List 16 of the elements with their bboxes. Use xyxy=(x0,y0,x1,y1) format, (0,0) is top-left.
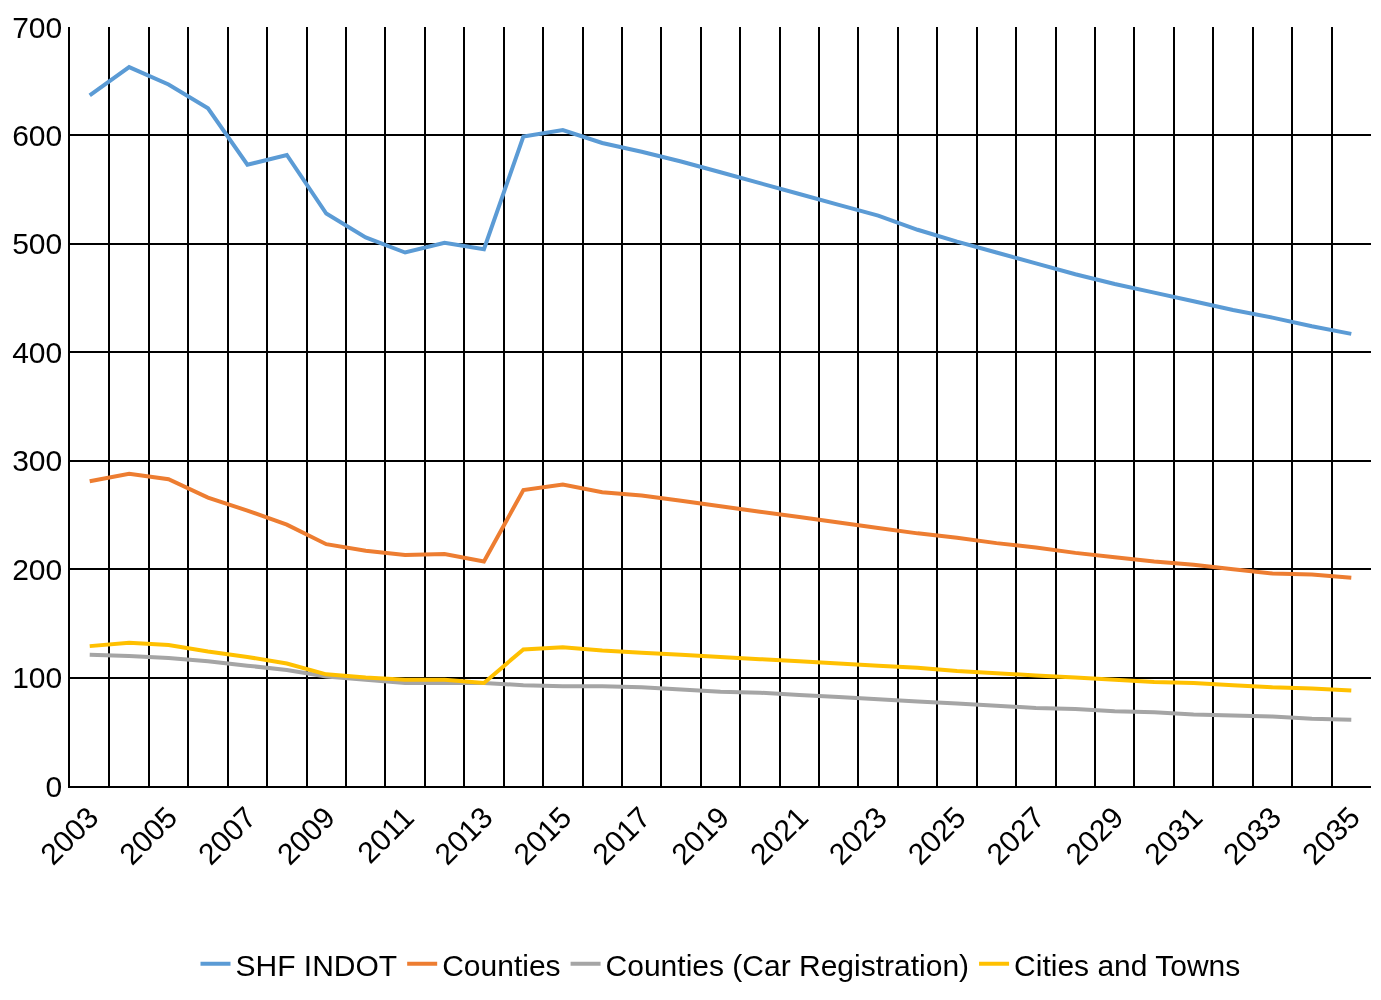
line-series xyxy=(87,65,1354,336)
y-tick-label: 100 xyxy=(12,661,63,695)
legend-label: SHF INDOT xyxy=(235,948,398,982)
line-series xyxy=(87,640,1354,693)
y-tick-label: 500 xyxy=(12,227,63,261)
legend-label: Counties xyxy=(442,948,561,982)
line-series xyxy=(87,471,1354,580)
legend-label: Counties (Car Registration) xyxy=(605,948,970,982)
legend-label: Cities and Towns xyxy=(1014,948,1241,982)
line-series xyxy=(87,652,1354,722)
y-tick-label: 200 xyxy=(12,552,63,586)
y-tick-label: 600 xyxy=(12,118,63,152)
y-tick-label: 700 xyxy=(12,10,63,44)
y-tick-label: 0 xyxy=(45,769,63,803)
y-tick-label: 400 xyxy=(12,335,63,369)
y-tick-label: 300 xyxy=(12,444,63,478)
